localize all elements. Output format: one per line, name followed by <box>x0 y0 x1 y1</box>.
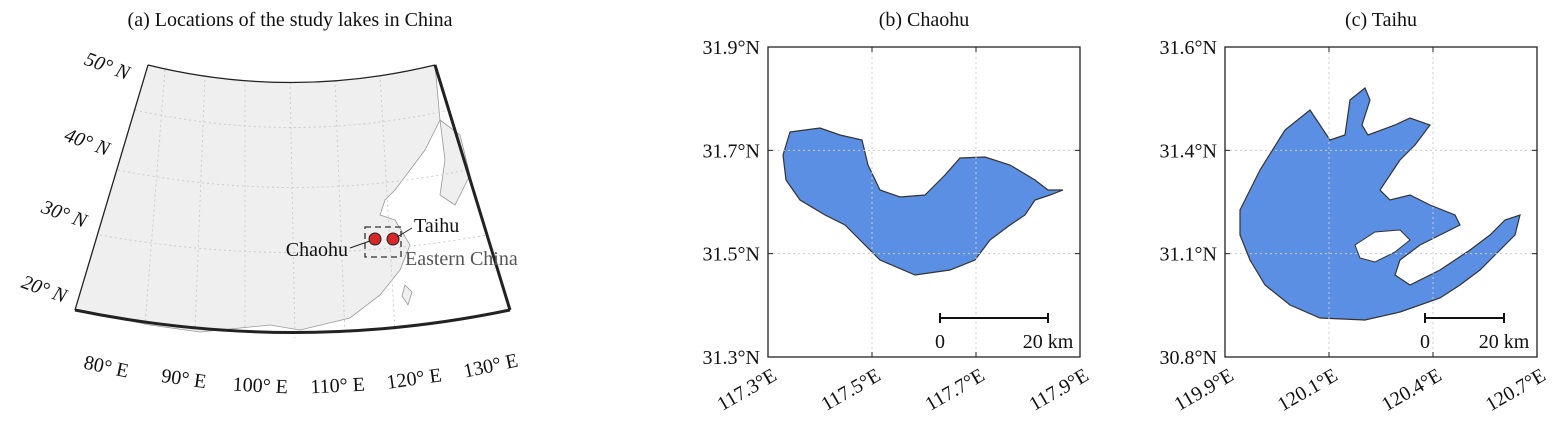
region-label: Eastern China <box>405 248 518 270</box>
lon-label: 110° E <box>310 374 366 399</box>
leader-line <box>396 227 413 238</box>
y-tick-label: 31.1°N <box>1160 244 1217 266</box>
leader-line <box>349 240 371 249</box>
x-tick-label: 119.9°E <box>1171 364 1238 415</box>
island <box>401 284 413 306</box>
graticule <box>99 69 488 339</box>
panel-b <box>782 127 1064 276</box>
lake-marker <box>386 232 400 246</box>
x-tick-label: 117.5°E <box>818 364 885 415</box>
lat-label: 40° N <box>62 124 115 161</box>
x-tick-label: 117.9°E <box>1026 364 1093 415</box>
map-frame <box>74 308 511 334</box>
lon-label: 120° E <box>385 364 443 393</box>
lon-labels: 80° E 90° E 100° E 110° E 120° E 130° E <box>82 350 520 399</box>
x-tick-label: 117.7°E <box>922 364 989 415</box>
lon-label: 90° E <box>160 365 208 393</box>
x-tick-label: 117.3°E <box>714 364 781 415</box>
panel-c <box>1239 87 1521 321</box>
land <box>439 119 471 206</box>
panel-title: (c) Taihu <box>1345 9 1417 31</box>
lake-shape <box>782 127 1064 276</box>
y-tick-label: 31.3°N <box>703 347 760 369</box>
y-tick-label: 31.7°N <box>703 140 760 162</box>
scale-label: 0 <box>935 331 945 353</box>
lake-marker <box>368 232 382 246</box>
lat-label: 30° N <box>38 196 92 233</box>
map-frame <box>433 64 512 311</box>
lake-shape <box>1239 87 1521 321</box>
panel-a: (a) Locations of the study lakes in Chin… <box>19 9 521 398</box>
region-box <box>364 226 402 258</box>
lat-label: 20° N <box>19 271 72 308</box>
lon-label: 100° E <box>232 374 288 399</box>
lat-label: 50° N <box>82 48 135 85</box>
y-tick-label: 31.6°N <box>1160 37 1217 59</box>
y-tick-label: 31.9°N <box>703 37 760 59</box>
island <box>1354 229 1411 263</box>
scale-label: 20 km <box>1023 331 1074 353</box>
panel-title: (b) Chaohu <box>879 9 970 31</box>
y-tick-label: 30.8°N <box>1160 347 1217 369</box>
panel-title: (a) Locations of the study lakes in Chin… <box>128 9 453 31</box>
x-tick-label: 120.4°E <box>1378 364 1445 416</box>
x-tick-label: 120.7°E <box>1482 364 1549 416</box>
lon-label: 130° E <box>461 350 520 383</box>
x-tick-label: 120.1°E <box>1274 364 1341 416</box>
map-frame <box>74 64 149 311</box>
scale-label: 0 <box>1420 331 1430 353</box>
scale-label: 20 km <box>1479 331 1530 353</box>
lake-label: Chaohu <box>286 239 348 261</box>
y-tick-label: 31.4°N <box>1160 140 1217 162</box>
lake-label: Taihu <box>414 215 459 237</box>
lon-label: 80° E <box>82 352 131 383</box>
y-tick-label: 31.5°N <box>703 244 760 266</box>
axes-frame <box>1224 46 1538 358</box>
map-frame <box>147 64 436 84</box>
axes-frame <box>767 46 1081 358</box>
